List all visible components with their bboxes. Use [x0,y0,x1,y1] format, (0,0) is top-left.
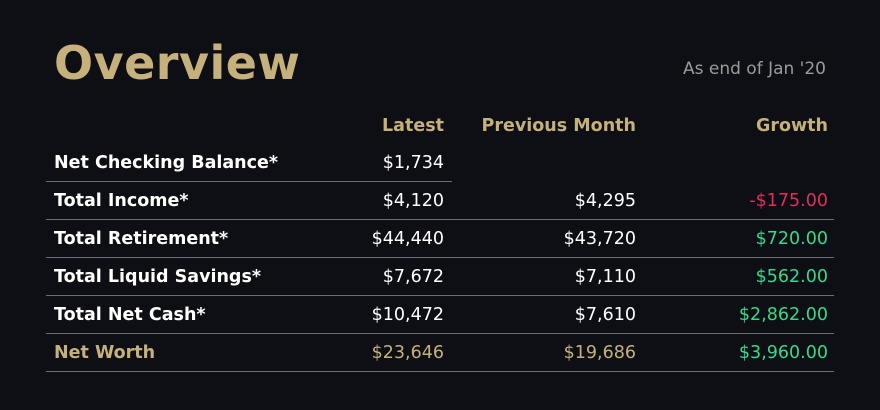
overview-table: Latest Previous Month Growth Net Checkin… [46,108,834,372]
row-label: Net Worth [54,343,156,363]
growth-value: $562.00 [755,267,828,287]
previous-month-value: $43,720 [563,229,636,249]
growth-value: -$175.00 [749,191,828,211]
latest-value: $1,734 [382,153,444,173]
row-divider [46,295,834,296]
latest-value: $4,120 [382,191,444,211]
row-label: Total Net Cash* [54,305,206,325]
row-label: Total Retirement* [54,229,229,249]
column-header-previous-month: Previous Month [481,116,636,136]
latest-value: $23,646 [371,343,444,363]
latest-value: $7,672 [382,267,444,287]
row-label: Total Income* [54,191,189,211]
table-row-net-checking-balance: Net Checking Balance* $1,734 [46,144,834,182]
growth-value: $2,862.00 [738,305,828,325]
table-row-total-retirement: Total Retirement* $44,440 $43,720 $720.0… [46,220,834,258]
column-header-latest: Latest [382,116,444,136]
row-divider [46,371,834,372]
column-header-growth: Growth [755,116,828,136]
previous-month-value: $4,295 [574,191,636,211]
row-divider [46,333,834,334]
row-divider [46,181,452,182]
growth-value: $720.00 [755,229,828,249]
table-row-total-net-cash: Total Net Cash* $10,472 $7,610 $2,862.00 [46,296,834,334]
table-row-total-liquid-savings: Total Liquid Savings* $7,672 $7,110 $562… [46,258,834,296]
latest-value: $10,472 [371,305,444,325]
overview-title: Overview [54,36,301,90]
row-label: Net Checking Balance* [54,153,279,173]
previous-month-value: $7,110 [574,267,636,287]
growth-value: $3,960.00 [738,343,828,363]
table-row-total-income: Total Income* $4,120 $4,295 -$175.00 [46,182,834,220]
row-divider [46,219,834,220]
as-of-date: As end of Jan '20 [682,59,826,79]
previous-month-value: $19,686 [563,343,636,363]
latest-value: $44,440 [371,229,444,249]
row-label: Total Liquid Savings* [54,267,262,287]
table-row-net-worth: Net Worth $23,646 $19,686 $3,960.00 [46,334,834,372]
previous-month-value: $7,610 [574,305,636,325]
row-divider [46,257,834,258]
table-header-row: Latest Previous Month Growth [46,108,834,144]
